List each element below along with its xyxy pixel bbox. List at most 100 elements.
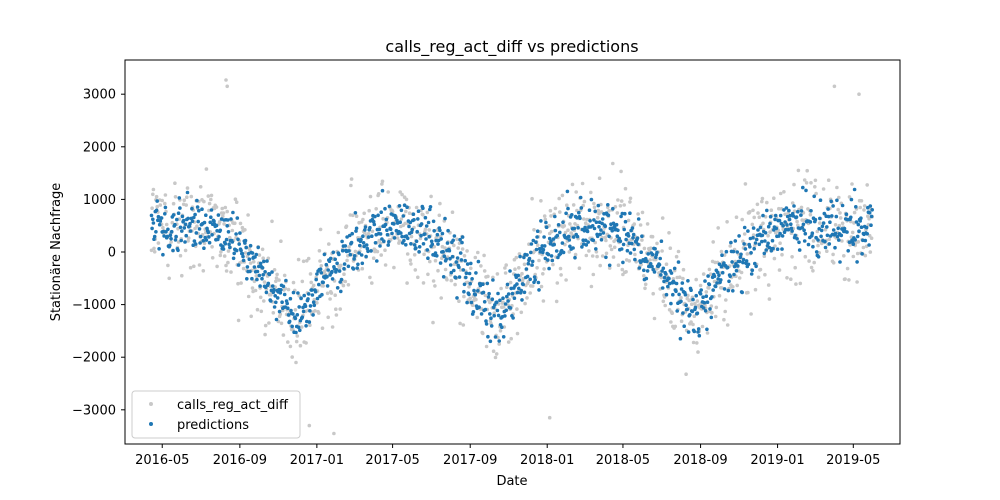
actual-point (694, 277, 698, 282)
actual-point (421, 281, 426, 285)
actual-point (789, 277, 793, 282)
actual-point (851, 254, 856, 259)
prediction-point (584, 243, 589, 247)
actual-point (713, 314, 718, 319)
x-tick-label: 2018-01 (520, 453, 574, 468)
actual-point (620, 267, 625, 272)
prediction-point (365, 246, 370, 251)
actual-point (668, 246, 673, 250)
prediction-point (352, 257, 356, 261)
actual-point (689, 302, 694, 307)
prediction-point (462, 282, 467, 287)
prediction-point (768, 221, 772, 226)
actual-point (370, 281, 374, 285)
prediction-point (572, 226, 577, 231)
prediction-point (715, 270, 720, 275)
actual-point (816, 243, 820, 248)
prediction-point (473, 292, 478, 297)
prediction-point (713, 284, 718, 289)
prediction-point (678, 336, 683, 341)
prediction-point (558, 230, 562, 235)
prediction-point (785, 223, 789, 227)
prediction-point (511, 316, 515, 320)
prediction-point (460, 235, 465, 239)
actual-point (239, 281, 243, 285)
prediction-point (202, 246, 206, 250)
actual-point (760, 196, 765, 201)
actual-point (437, 213, 442, 218)
prediction-point (512, 296, 517, 301)
prediction-point (264, 290, 269, 295)
actual-point (707, 286, 711, 290)
actual-point (607, 209, 611, 213)
actual-point (398, 190, 403, 194)
actual-point (857, 92, 861, 96)
prediction-point (500, 325, 504, 330)
actual-point (209, 197, 213, 202)
prediction-point (771, 246, 775, 251)
prediction-point (483, 307, 488, 312)
actual-point (737, 276, 742, 280)
prediction-point (176, 211, 181, 215)
actual-point (865, 183, 869, 187)
prediction-point (712, 274, 717, 279)
actual-point (543, 217, 548, 222)
actual-point (731, 285, 735, 289)
prediction-point (164, 230, 168, 234)
prediction-point (334, 268, 339, 272)
actual-point (760, 199, 764, 204)
actual-point (811, 239, 816, 243)
actual-point (261, 256, 266, 261)
prediction-point (435, 254, 439, 258)
actual-point (318, 259, 322, 263)
prediction-point (735, 250, 739, 254)
actual-point (604, 251, 609, 256)
prediction-point (308, 309, 312, 313)
prediction-point (851, 242, 856, 246)
prediction-point (746, 262, 751, 267)
prediction-point (286, 313, 291, 317)
actual-point (549, 229, 554, 234)
actual-point (233, 197, 238, 201)
prediction-point (224, 237, 229, 242)
prediction-point (869, 223, 873, 227)
actual-point (405, 281, 409, 285)
actual-point (151, 192, 155, 197)
actual-point (836, 207, 840, 212)
prediction-point (583, 238, 588, 243)
actual-point (166, 263, 170, 268)
prediction-point (623, 211, 627, 216)
prediction-point (611, 206, 615, 211)
prediction-point (833, 245, 837, 250)
prediction-point (826, 214, 831, 219)
prediction-point (867, 211, 872, 215)
actual-point (370, 229, 375, 234)
prediction-point (823, 239, 827, 244)
actual-point (710, 310, 714, 315)
prediction-point (751, 236, 755, 240)
prediction-point (494, 300, 499, 305)
prediction-point (573, 255, 577, 260)
actual-point (383, 263, 388, 267)
actual-point (201, 269, 206, 273)
prediction-point (607, 234, 611, 239)
prediction-point (621, 260, 625, 265)
actual-point (379, 253, 384, 257)
prediction-point (650, 264, 654, 269)
actual-point (794, 282, 798, 286)
actual-point (564, 278, 568, 282)
actual-point (151, 187, 156, 192)
actual-point (660, 216, 665, 220)
actual-point (659, 275, 664, 280)
prediction-point (248, 243, 253, 248)
prediction-point (567, 238, 572, 242)
actual-point (306, 256, 311, 261)
actual-point (743, 182, 748, 186)
prediction-point (166, 227, 170, 232)
prediction-point (407, 224, 411, 229)
prediction-point (551, 237, 556, 241)
prediction-point (705, 300, 710, 305)
prediction-point (635, 236, 640, 240)
actual-point (724, 298, 728, 302)
prediction-point (528, 277, 532, 282)
